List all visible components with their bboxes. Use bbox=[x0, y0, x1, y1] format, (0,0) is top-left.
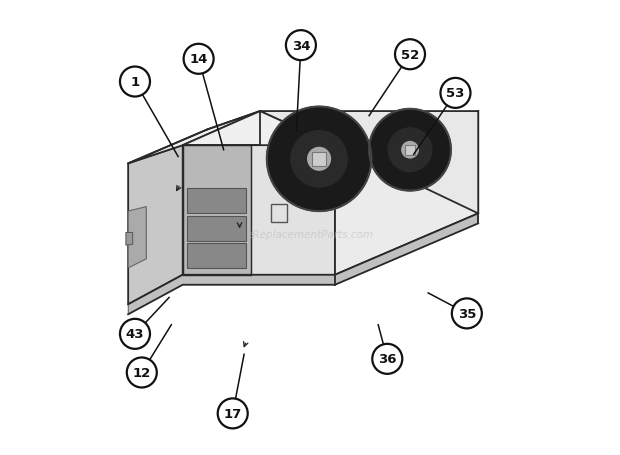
Polygon shape bbox=[183, 146, 251, 275]
Text: 35: 35 bbox=[458, 307, 476, 320]
Text: 14: 14 bbox=[190, 53, 208, 66]
Polygon shape bbox=[128, 146, 183, 304]
Text: 52: 52 bbox=[401, 49, 419, 61]
Circle shape bbox=[369, 110, 451, 191]
Circle shape bbox=[120, 319, 150, 349]
Circle shape bbox=[402, 142, 418, 158]
Circle shape bbox=[184, 45, 214, 75]
Polygon shape bbox=[187, 243, 246, 268]
Polygon shape bbox=[335, 112, 478, 275]
Circle shape bbox=[218, 399, 248, 429]
Polygon shape bbox=[260, 112, 478, 214]
Polygon shape bbox=[128, 214, 478, 314]
Circle shape bbox=[127, 358, 157, 388]
Polygon shape bbox=[128, 207, 146, 268]
Text: 12: 12 bbox=[133, 366, 151, 379]
Text: 17: 17 bbox=[224, 407, 242, 420]
Circle shape bbox=[440, 79, 471, 109]
Polygon shape bbox=[187, 216, 246, 241]
Text: eReplacementParts.com: eReplacementParts.com bbox=[246, 229, 374, 239]
Text: 34: 34 bbox=[291, 40, 310, 52]
Circle shape bbox=[120, 67, 150, 97]
Polygon shape bbox=[128, 112, 260, 164]
Polygon shape bbox=[187, 189, 246, 214]
Polygon shape bbox=[126, 233, 133, 246]
Text: 1: 1 bbox=[130, 76, 140, 89]
Polygon shape bbox=[405, 146, 415, 155]
Circle shape bbox=[291, 131, 347, 187]
Circle shape bbox=[407, 147, 414, 154]
Circle shape bbox=[395, 40, 425, 70]
Circle shape bbox=[267, 107, 371, 212]
Text: 36: 36 bbox=[378, 353, 397, 365]
Text: 53: 53 bbox=[446, 87, 464, 100]
Circle shape bbox=[388, 129, 432, 172]
Circle shape bbox=[452, 299, 482, 329]
Polygon shape bbox=[183, 112, 335, 146]
Circle shape bbox=[314, 155, 324, 164]
Text: 43: 43 bbox=[126, 328, 144, 341]
Circle shape bbox=[372, 344, 402, 374]
Polygon shape bbox=[312, 153, 326, 166]
Circle shape bbox=[286, 31, 316, 61]
Circle shape bbox=[308, 148, 330, 171]
Polygon shape bbox=[183, 146, 335, 275]
